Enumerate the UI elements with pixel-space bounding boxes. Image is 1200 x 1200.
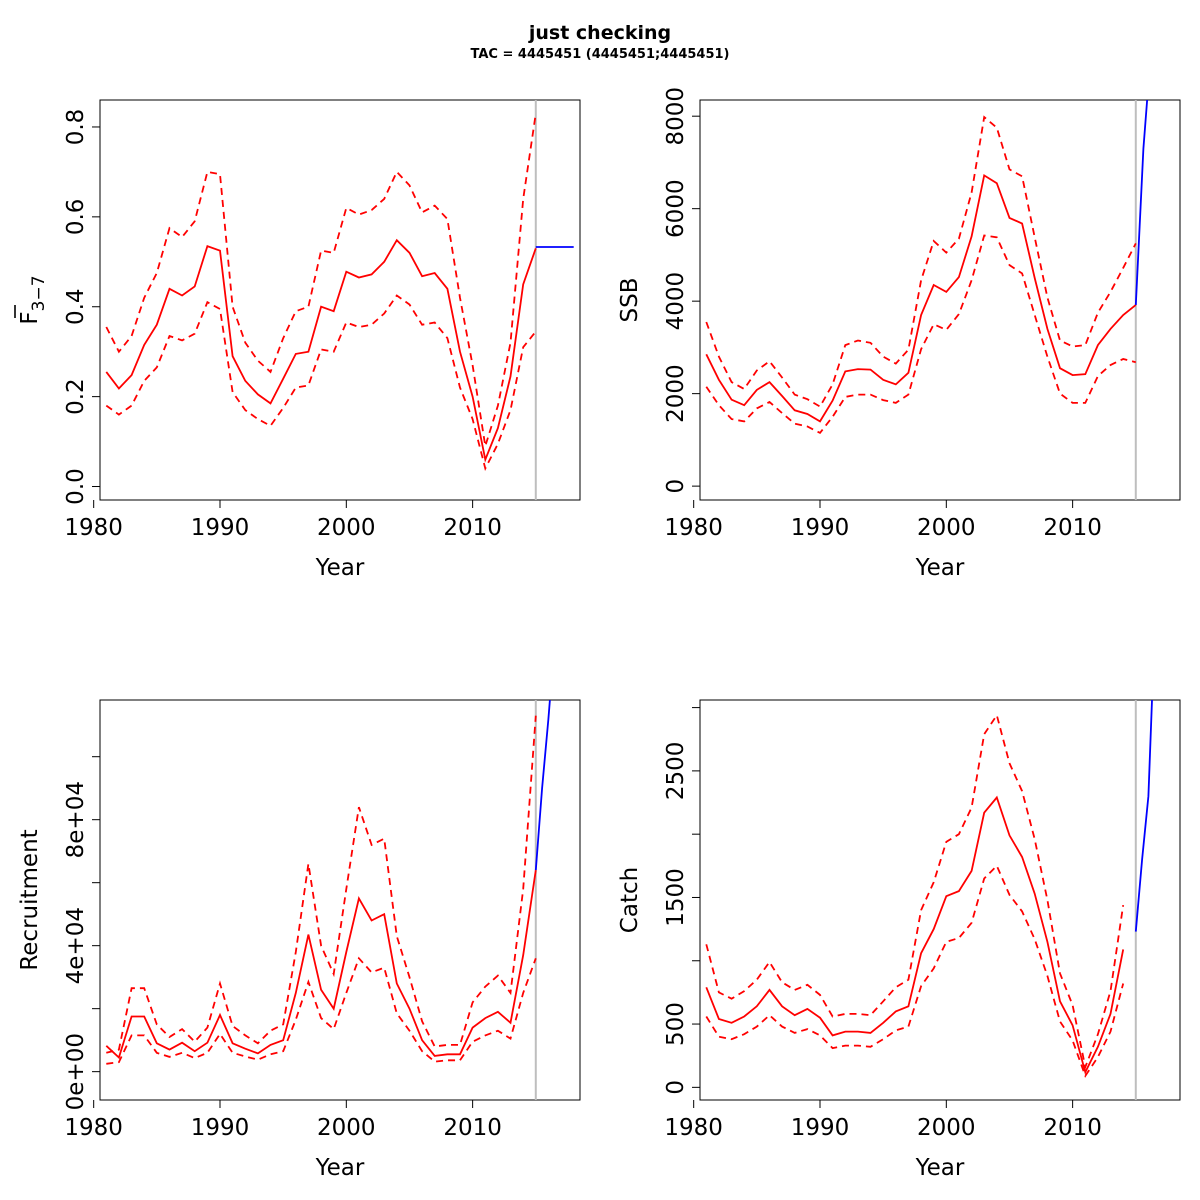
y-tick-label: 6000	[663, 179, 689, 238]
figure-title: just checking	[528, 22, 672, 44]
x-tick-label: 2010	[443, 1115, 502, 1141]
y-tick-label: 4e+04	[63, 907, 89, 984]
y-tick-label: 0	[663, 479, 689, 494]
estimate-line	[105, 238, 537, 463]
panel-recruitment: 1980 1990 2000 2010 0e+00 4e+04 8e+04 Year Recru…	[17, 699, 581, 1181]
plot-frame	[699, 99, 1181, 501]
figure-subtitle: TAC = 4445451 (4445451;4445451)	[470, 47, 730, 62]
x-axis-label: Year	[915, 555, 965, 581]
x-axis-label: Year	[315, 555, 365, 581]
lower-ci-line	[105, 294, 537, 472]
y-tick-label: 2000	[663, 364, 689, 423]
panel-f: 1980 1990 2000 2010 0.0 0.2 0.4 0.6 0.8 Year F3−7	[14, 99, 581, 581]
y-tick-label: 0.0	[63, 468, 89, 505]
y-axis-label: Catch	[617, 867, 643, 933]
y-tick-label: 0e+00	[63, 1033, 89, 1110]
upper-ci-line	[106, 715, 537, 1054]
x-axis-label: Year	[315, 1155, 365, 1181]
y-axis-label: Recruitment	[17, 829, 43, 970]
x-tick-label: 1990	[791, 515, 850, 541]
y-tick-label: 8e+04	[63, 781, 89, 858]
forecast-line	[1134, 700, 1153, 932]
x-tick-label: 1980	[664, 1115, 723, 1141]
forecast-line	[1134, 100, 1149, 305]
upper-ci-line	[705, 713, 1125, 1071]
x-tick-label: 1980	[664, 515, 723, 541]
y-tick-label: 0.6	[63, 199, 89, 236]
x-axis-label: Year	[915, 1155, 965, 1181]
x-tick-label: 2010	[443, 515, 502, 541]
estimate-line	[705, 795, 1125, 1075]
x-tick-label: 2010	[1043, 515, 1102, 541]
y-tick-label: 500	[663, 1002, 689, 1046]
y-tick-label: 8000	[663, 87, 689, 146]
lower-ci-line	[705, 234, 1137, 435]
estimate-line	[105, 869, 537, 1060]
lower-ci-line	[705, 864, 1125, 1078]
x-tick-label: 1990	[191, 1115, 250, 1141]
upper-ci-line	[105, 113, 537, 447]
y-tick-label: 0.4	[63, 288, 89, 325]
x-tick-label: 1980	[64, 1115, 123, 1141]
forecast-line	[534, 700, 551, 871]
lower-ci-line	[106, 956, 537, 1065]
y-tick-label: 4000	[663, 272, 689, 331]
y-tick-label: 2500	[663, 742, 689, 801]
x-tick-label: 2010	[1043, 1115, 1102, 1141]
upper-ci-line	[705, 115, 1137, 408]
x-tick-label: 1990	[791, 1115, 850, 1141]
y-tick-label: 1500	[663, 868, 689, 927]
plot-frame	[699, 699, 1181, 1101]
y-tick-label: 0.8	[63, 109, 89, 146]
x-tick-label: 2000	[317, 1115, 376, 1141]
plot-frame	[99, 99, 581, 501]
x-tick-label: 1980	[64, 515, 123, 541]
y-tick-label: 0	[663, 1080, 689, 1095]
x-tick-label: 1990	[191, 515, 250, 541]
panel-catch: 1980 1990 2000 2010 0 500 1500 2500 Year Catch	[617, 699, 1181, 1181]
panel-ssb: 1980 1990 2000 2010 0 2000 4000 6000 8000 Year SSB	[617, 87, 1181, 581]
x-tick-label: 2000	[317, 515, 376, 541]
y-tick-label: 0.2	[63, 378, 89, 415]
estimate-line	[705, 173, 1137, 423]
y-axis-label: F3−7	[17, 275, 49, 324]
x-tick-label: 2000	[917, 1115, 976, 1141]
x-tick-label: 2000	[917, 515, 976, 541]
y-axis-label: SSB	[617, 278, 643, 323]
plot-frame	[99, 699, 581, 1101]
